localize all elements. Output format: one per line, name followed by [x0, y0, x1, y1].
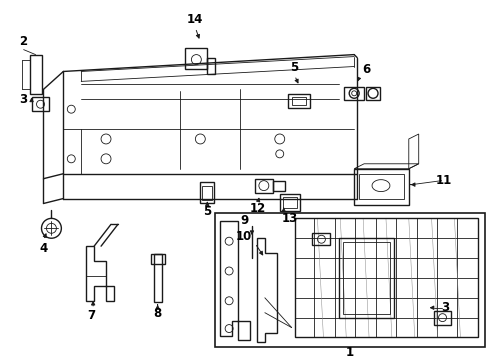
Text: 11: 11 — [434, 174, 451, 187]
Bar — [215, 213, 484, 347]
Bar — [150, 254, 164, 264]
Bar — [202, 186, 212, 199]
Text: 1: 1 — [346, 346, 353, 359]
Bar — [312, 233, 330, 245]
Text: 10: 10 — [235, 230, 252, 243]
Bar — [272, 181, 284, 190]
Bar — [30, 55, 41, 94]
Text: 8: 8 — [153, 307, 162, 320]
Text: 14: 14 — [187, 13, 203, 26]
Bar — [343, 242, 389, 314]
Text: 4: 4 — [40, 242, 47, 255]
Text: 3: 3 — [441, 301, 448, 314]
Bar — [279, 194, 299, 211]
Bar — [433, 311, 450, 325]
Text: 6: 6 — [361, 63, 369, 76]
Bar — [358, 174, 403, 198]
Text: 7: 7 — [87, 309, 95, 322]
Bar — [254, 179, 272, 193]
Text: 3: 3 — [20, 93, 28, 106]
Text: 5: 5 — [290, 61, 298, 74]
Bar — [366, 87, 379, 100]
Bar — [200, 182, 214, 203]
Bar — [32, 97, 49, 111]
Bar — [291, 97, 305, 105]
Bar — [153, 254, 162, 302]
Text: 12: 12 — [249, 202, 265, 215]
Bar — [287, 94, 309, 108]
Bar — [344, 87, 364, 100]
Text: 9: 9 — [240, 214, 247, 227]
Text: 5: 5 — [203, 205, 211, 218]
Text: 13: 13 — [281, 212, 297, 225]
Text: 2: 2 — [20, 35, 28, 48]
Bar — [294, 219, 477, 337]
Bar — [339, 238, 393, 318]
Bar — [282, 197, 296, 208]
